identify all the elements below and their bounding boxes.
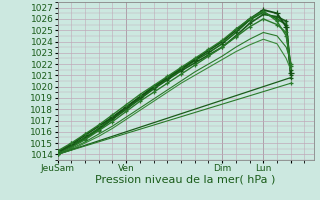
X-axis label: Pression niveau de la mer( hPa ): Pression niveau de la mer( hPa ) bbox=[95, 175, 276, 185]
